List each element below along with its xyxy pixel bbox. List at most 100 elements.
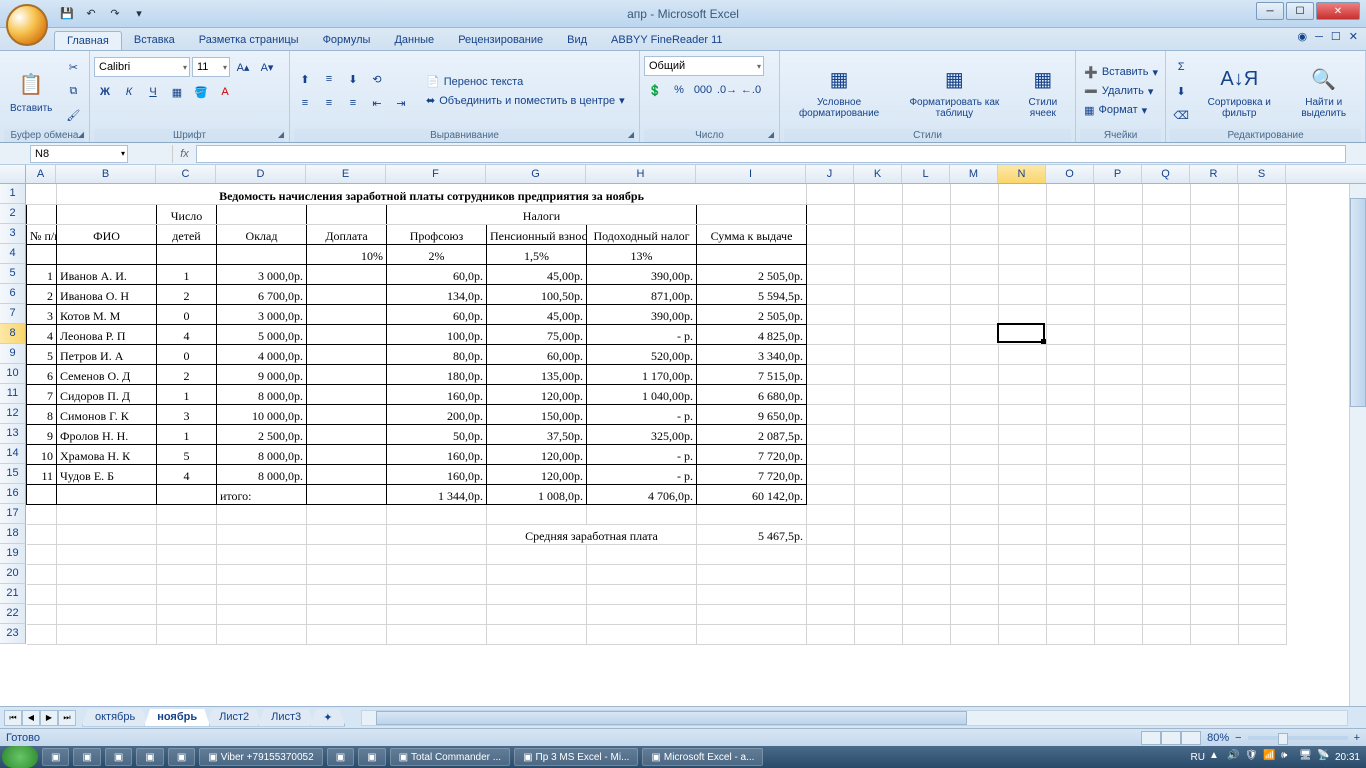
taskbar-item[interactable]: ▣	[42, 748, 69, 766]
restore-window-icon[interactable]: ☐	[1331, 30, 1341, 43]
font-size-combo[interactable]: 11	[192, 57, 230, 77]
minimize-button[interactable]: ─	[1256, 2, 1284, 20]
insert-cells-button[interactable]: ➕ Вставить ▾	[1080, 64, 1162, 81]
row-header[interactable]: 5	[0, 264, 26, 284]
row-header[interactable]: 11	[0, 384, 26, 404]
tray-icon[interactable]: 🔊	[1227, 750, 1241, 764]
ribbon-tab-5[interactable]: Рецензирование	[446, 31, 555, 50]
col-header[interactable]: O	[1046, 165, 1094, 183]
row-header[interactable]: 18	[0, 524, 26, 544]
taskbar-item[interactable]: ▣Total Commander ...	[390, 748, 511, 766]
indent-dec-icon[interactable]: ⇤	[366, 92, 388, 114]
row-header[interactable]: 17	[0, 504, 26, 524]
tray-icon[interactable]: 📶	[1263, 750, 1277, 764]
new-sheet-icon[interactable]: ✦	[310, 709, 345, 727]
sheet-tab[interactable]: Лист2	[206, 709, 262, 727]
row-header[interactable]: 16	[0, 484, 26, 504]
cut-icon[interactable]: ✂	[62, 56, 84, 78]
row-header[interactable]: 1	[0, 184, 26, 204]
close-button[interactable]: ✕	[1316, 2, 1360, 20]
taskbar-item[interactable]: ▣	[168, 748, 195, 766]
col-header[interactable]: D	[216, 165, 306, 183]
taskbar-item[interactable]: ▣Microsoft Excel - а...	[642, 748, 763, 766]
ribbon-tab-4[interactable]: Данные	[382, 31, 446, 50]
tray-icon[interactable]: 📡	[1317, 750, 1331, 764]
save-icon[interactable]: 💾	[56, 3, 78, 25]
find-select-button[interactable]: 🔍Найти и выделить	[1286, 53, 1361, 129]
row-header[interactable]: 15	[0, 464, 26, 484]
col-header[interactable]: P	[1094, 165, 1142, 183]
ribbon-tab-1[interactable]: Вставка	[122, 31, 187, 50]
orientation-icon[interactable]: ⟲	[366, 68, 388, 90]
row-header[interactable]: 20	[0, 564, 26, 584]
row-header[interactable]: 8	[0, 324, 26, 344]
ribbon-tab-2[interactable]: Разметка страницы	[187, 31, 311, 50]
taskbar-item[interactable]: ▣Viber +79155370052	[199, 748, 322, 766]
font-name-combo[interactable]: Calibri	[94, 57, 190, 77]
zoom-out-icon[interactable]: −	[1235, 732, 1241, 744]
col-header[interactable]: S	[1238, 165, 1286, 183]
sheet-next-icon[interactable]: ▶	[40, 710, 58, 726]
comma-icon[interactable]: 000	[692, 79, 714, 101]
maximize-button[interactable]: ☐	[1286, 2, 1314, 20]
zoom-level[interactable]: 80%	[1207, 732, 1229, 744]
row-header[interactable]: 10	[0, 364, 26, 384]
zoom-slider[interactable]	[1248, 736, 1348, 740]
view-layout-icon[interactable]	[1161, 731, 1181, 745]
sheet-prev-icon[interactable]: ◀	[22, 710, 40, 726]
conditional-format-button[interactable]: ▦Условное форматирование	[784, 53, 894, 129]
col-header[interactable]: H	[586, 165, 696, 183]
taskbar-item[interactable]: ▣Пр 3 MS Excel - Mi...	[514, 748, 638, 766]
col-header[interactable]: R	[1190, 165, 1238, 183]
row-header[interactable]: 2	[0, 204, 26, 224]
vertical-scrollbar[interactable]	[1349, 184, 1366, 706]
launcher-icon[interactable]: ◢	[75, 128, 87, 140]
col-header[interactable]: G	[486, 165, 586, 183]
percent-icon[interactable]: %	[668, 79, 690, 101]
launcher-icon[interactable]: ◢	[625, 128, 637, 140]
dec-decimal-icon[interactable]: ←.0	[740, 79, 762, 101]
sheet-first-icon[interactable]: ⏮	[4, 710, 22, 726]
minimize-ribbon-icon[interactable]: ─	[1315, 31, 1323, 43]
qat-more-icon[interactable]: ▾	[128, 3, 150, 25]
formula-input[interactable]	[196, 145, 1346, 163]
row-header[interactable]: 13	[0, 424, 26, 444]
tray-icon[interactable]: ▲	[1209, 750, 1223, 764]
sheet-last-icon[interactable]: ⏭	[58, 710, 76, 726]
launcher-icon[interactable]: ◢	[275, 128, 287, 140]
col-header[interactable]: L	[902, 165, 950, 183]
row-header[interactable]: 23	[0, 624, 26, 644]
row-header[interactable]: 14	[0, 444, 26, 464]
col-header[interactable]: B	[56, 165, 156, 183]
col-header[interactable]: E	[306, 165, 386, 183]
row-header[interactable]: 7	[0, 304, 26, 324]
sheet-tab[interactable]: октябрь	[82, 709, 148, 727]
ribbon-tab-0[interactable]: Главная	[54, 31, 122, 50]
close-doc-icon[interactable]: ✕	[1349, 30, 1358, 43]
office-button[interactable]	[6, 4, 48, 46]
taskbar-item[interactable]: ▣	[327, 748, 354, 766]
tray-icon[interactable]: 🖥	[1299, 750, 1313, 764]
sheet-tab[interactable]: ноябрь	[144, 709, 210, 727]
select-all-corner[interactable]	[0, 165, 26, 183]
fx-button[interactable]: fx	[172, 145, 196, 163]
col-header[interactable]: A	[26, 165, 56, 183]
sheet-tab[interactable]: Лист3	[258, 709, 314, 727]
underline-icon[interactable]: Ч	[142, 81, 164, 103]
view-break-icon[interactable]	[1181, 731, 1201, 745]
col-header[interactable]: I	[696, 165, 806, 183]
delete-cells-button[interactable]: ➖ Удалить ▾	[1080, 83, 1162, 100]
col-header[interactable]: Q	[1142, 165, 1190, 183]
cells-grid[interactable]: Ведомость начисления заработной платы со…	[26, 184, 1287, 645]
col-header[interactable]: J	[806, 165, 854, 183]
name-box[interactable]: N8	[30, 145, 128, 163]
align-bottom-icon[interactable]: ⬇	[342, 68, 364, 90]
row-header[interactable]: 4	[0, 244, 26, 264]
help-icon[interactable]: ◉	[1298, 30, 1308, 43]
undo-icon[interactable]: ↶	[80, 3, 102, 25]
align-left-icon[interactable]: ≡	[294, 92, 316, 114]
taskbar-item[interactable]: ▣	[105, 748, 132, 766]
redo-icon[interactable]: ↷	[104, 3, 126, 25]
clear-icon[interactable]: ⌫	[1170, 104, 1192, 126]
tray-icon[interactable]: 🕪	[1281, 750, 1295, 764]
